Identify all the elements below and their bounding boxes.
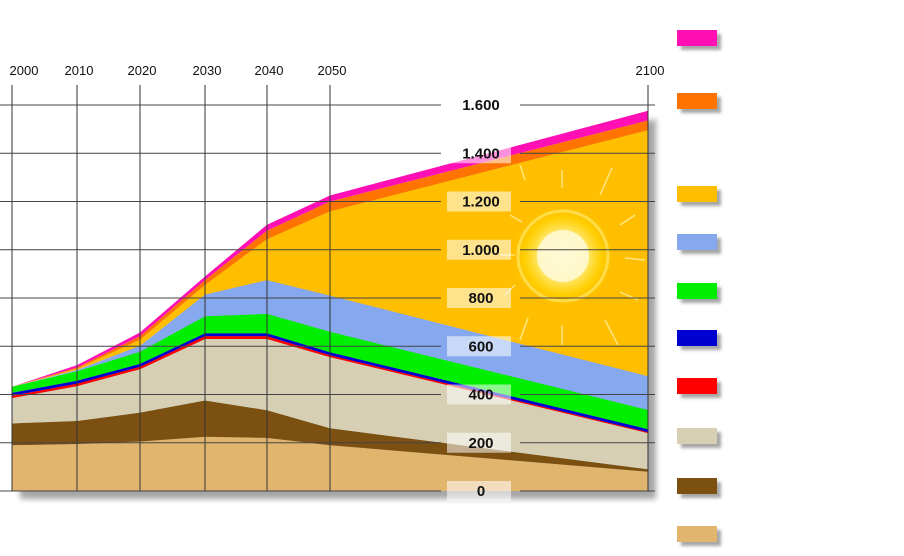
legend-swatch xyxy=(677,478,717,494)
x-tick-label: 2000 xyxy=(10,63,39,78)
y-tick-label: 1.600 xyxy=(462,97,500,114)
sun-icon xyxy=(500,164,646,346)
x-tick-label: 2050 xyxy=(318,63,347,78)
legend-swatch xyxy=(677,283,717,299)
y-tick-label: 200 xyxy=(468,435,493,452)
legend-swatch xyxy=(677,234,717,250)
y-axis-ticks: 0 200 400 600 800 1.000 1.200 1.400 1.600 xyxy=(447,95,511,501)
y-tick-label: 1.200 xyxy=(462,194,500,211)
x-tick-label: 2030 xyxy=(193,63,222,78)
y-tick-label: 1.000 xyxy=(462,242,500,259)
y-tick-label: 600 xyxy=(468,338,493,355)
legend-swatch xyxy=(677,186,717,202)
x-tick-label: 2040 xyxy=(255,63,284,78)
x-tick-label: 2010 xyxy=(65,63,94,78)
legend-swatch xyxy=(677,30,717,46)
y-tick-label: 800 xyxy=(468,290,493,307)
x-tick-label: 2020 xyxy=(128,63,157,78)
y-tick-label: 1.400 xyxy=(462,145,500,162)
legend-swatch xyxy=(677,378,717,394)
y-tick-label: 400 xyxy=(468,387,493,404)
grid-lines xyxy=(0,85,655,492)
legend-swatch xyxy=(677,428,717,444)
area-series-6 xyxy=(12,313,648,430)
y-tick-label: 0 xyxy=(477,483,485,500)
legend-swatch xyxy=(677,93,717,109)
x-tick-label: 2100 xyxy=(636,63,665,78)
legend-swatch xyxy=(677,526,717,542)
legend-swatch xyxy=(677,330,717,346)
x-axis-ticks: 2000 2010 2020 2030 2040 2050 2100 xyxy=(10,63,665,78)
